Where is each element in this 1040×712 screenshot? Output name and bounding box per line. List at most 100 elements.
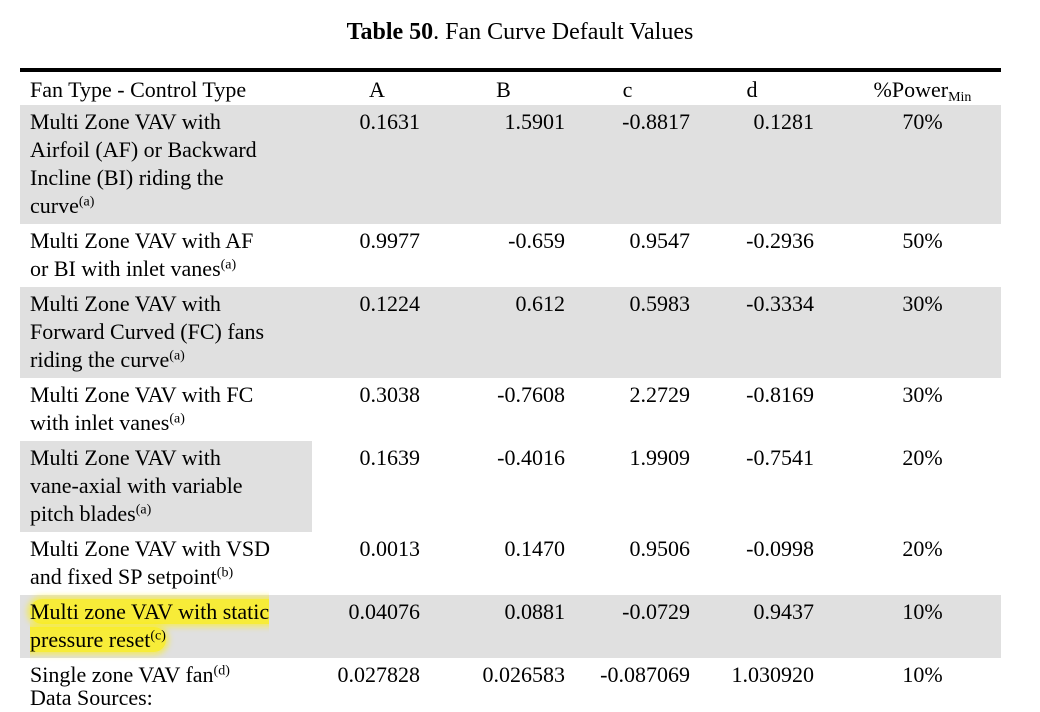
power-min-cell: 50%: [902, 228, 943, 253]
value-d-cell: -0.2936: [746, 228, 814, 253]
header-b: B: [496, 76, 511, 102]
fan-type-line: Multi zone VAV with static: [30, 599, 270, 624]
value-c-cell: 0.5983: [565, 287, 690, 378]
value-b-cell: -0.4016: [497, 445, 565, 470]
power-min-cell: 20%: [902, 536, 943, 561]
header-row: Fan Type - Control Type A B c d %PowerMi…: [20, 74, 1001, 105]
fan-type-cell: Multi Zone VAV with VSD and fixed SP setp…: [20, 532, 312, 595]
header-power-subscript: Min: [948, 89, 972, 105]
value-c-cell: 1.9909: [629, 445, 691, 470]
value-a-cell: 0.1639: [359, 445, 421, 470]
fan-type-line: curve: [30, 193, 79, 218]
footnote-marker: (a): [169, 348, 185, 364]
power-min-cell: 10%: [814, 595, 1001, 658]
fan-type-line: Multi Zone VAV with: [30, 109, 221, 134]
header-c: c: [622, 76, 633, 102]
table-row: Multi Zone VAV with Forward Curved (FC) f…: [20, 287, 1001, 378]
header-fan-type: Fan Type - Control Type: [30, 76, 247, 102]
value-a-cell: 0.04076: [312, 595, 442, 658]
fan-type-cell: Multi Zone VAV with FC with inlet vanes(a…: [20, 378, 312, 441]
fan-type-line: Multi Zone VAV with: [30, 291, 221, 316]
fan-type-line: Multi Zone VAV with AF: [30, 228, 254, 253]
value-b-cell: 1.5901: [442, 105, 565, 224]
value-c-cell: -0.8817: [565, 105, 690, 224]
table-row: Single zone VAV fan(d) 0.027828 0.026583 -0…: [20, 658, 1001, 693]
header-d: d: [746, 76, 758, 102]
table-body: Multi Zone VAV with Airfoil (AF) or Backw…: [20, 105, 1001, 693]
footnote-marker: (d): [213, 663, 230, 679]
fan-type-line: Multi Zone VAV with VSD: [30, 536, 271, 561]
fan-type-line: Single zone VAV fan: [30, 662, 214, 687]
table-top-rule: [20, 68, 1001, 72]
table-row: Multi Zone VAV with AF or BI with inlet v…: [20, 224, 1001, 287]
value-b-cell: -0.659: [508, 228, 565, 253]
power-min-cell: 30%: [902, 382, 943, 407]
value-a-cell: 0.0013: [359, 536, 421, 561]
value-b-cell: -0.7608: [497, 382, 565, 407]
fan-type-line: with inlet vanes: [30, 410, 170, 435]
fan-type-line: Forward Curved (FC) fans: [30, 319, 265, 344]
power-min-cell: 30%: [814, 287, 1001, 378]
value-d-cell: 1.030920: [731, 662, 815, 687]
fan-type-line: Airfoil (AF) or Backward: [30, 137, 257, 162]
table-caption: Table 50. Fan Curve Default Values: [0, 19, 1040, 46]
value-b-cell: 0.026583: [482, 662, 566, 687]
fan-type-cell: Multi Zone VAV with AF or BI with inlet v…: [20, 224, 312, 287]
header-a: A: [369, 76, 385, 102]
value-b-cell: 0.0881: [442, 595, 565, 658]
fan-type-cell: Single zone VAV fan(d): [20, 658, 312, 693]
table-row: Multi Zone VAV with FC with inlet vanes(a…: [20, 378, 1001, 441]
fan-type-cell: Multi Zone VAV with Forward Curved (FC) f…: [20, 287, 312, 378]
footnote-marker: (b): [216, 565, 234, 581]
value-a-cell: 0.1631: [312, 105, 442, 224]
power-min-cell: 70%: [814, 105, 1001, 224]
value-d-cell: -0.8169: [746, 382, 814, 407]
value-d-cell: -0.3334: [690, 287, 814, 378]
value-d-cell: -0.0998: [746, 536, 814, 561]
footnote-marker: (c): [150, 628, 166, 644]
table-row: Multi zone VAV with static pressure reset…: [20, 595, 1001, 658]
fan-type-line: Multi Zone VAV with FC: [30, 382, 254, 407]
value-d-cell: 0.9437: [690, 595, 814, 658]
fan-type-line: pitch blades: [30, 501, 136, 526]
fan-type-line: and fixed SP setpoint: [30, 564, 217, 589]
table-row: Multi Zone VAV with Airfoil (AF) or Backw…: [20, 105, 1001, 224]
table-row: Multi Zone VAV with vane-axial with varia…: [20, 441, 1001, 532]
power-min-cell: 20%: [902, 445, 943, 470]
value-c-cell: 0.9506: [629, 536, 691, 561]
fan-type-cell: Multi Zone VAV with Airfoil (AF) or Backw…: [20, 105, 312, 224]
value-c-cell: -0.0729: [565, 595, 690, 658]
value-d-cell: -0.7541: [746, 445, 814, 470]
value-c-cell: 0.9547: [629, 228, 691, 253]
power-min-cell: 10%: [902, 662, 943, 687]
header-power-min: %PowerMin: [814, 74, 1001, 105]
header-power-label: %Power: [873, 76, 949, 102]
value-c-cell: -0.087069: [600, 662, 690, 687]
fan-type-line: or BI with inlet vanes: [30, 256, 221, 281]
value-d-cell: 0.1281: [690, 105, 814, 224]
value-b-cell: 0.1470: [504, 536, 566, 561]
value-a-cell: 0.3038: [359, 382, 421, 407]
value-a-cell: 0.1224: [312, 287, 442, 378]
highlighter-mark: Multi zone VAV with static pressure reset…: [30, 599, 270, 652]
data-sources-label: Data Sources:: [30, 685, 153, 710]
fan-type-line: Multi Zone VAV with: [30, 445, 221, 470]
table-title: . Fan Curve Default Values: [433, 19, 694, 45]
value-a-cell: 0.9977: [359, 228, 421, 253]
fan-type-cell: Multi zone VAV with static pressure reset…: [20, 595, 312, 658]
footnote-marker: (a): [78, 194, 95, 210]
fan-type-line: riding the curve: [30, 347, 170, 372]
footnote-marker: (a): [169, 411, 185, 427]
fan-type-cell: Multi Zone VAV with vane-axial with varia…: [20, 441, 312, 532]
table-row: Multi Zone VAV with VSD and fixed SP setp…: [20, 532, 1001, 595]
footnote-marker: (a): [135, 502, 152, 518]
fan-type-line: vane-axial with variable: [30, 473, 243, 498]
footnote-marker: (a): [220, 257, 237, 273]
value-a-cell: 0.027828: [337, 662, 421, 687]
fan-curve-table: Fan Type - Control Type A B c d %PowerMi…: [20, 74, 1001, 693]
fan-type-line: Incline (BI) riding the: [30, 165, 224, 190]
table-number: Table 50: [346, 19, 434, 45]
value-c-cell: 2.2729: [629, 382, 691, 407]
value-b-cell: 0.612: [442, 287, 565, 378]
fan-type-line: pressure reset: [30, 627, 151, 652]
